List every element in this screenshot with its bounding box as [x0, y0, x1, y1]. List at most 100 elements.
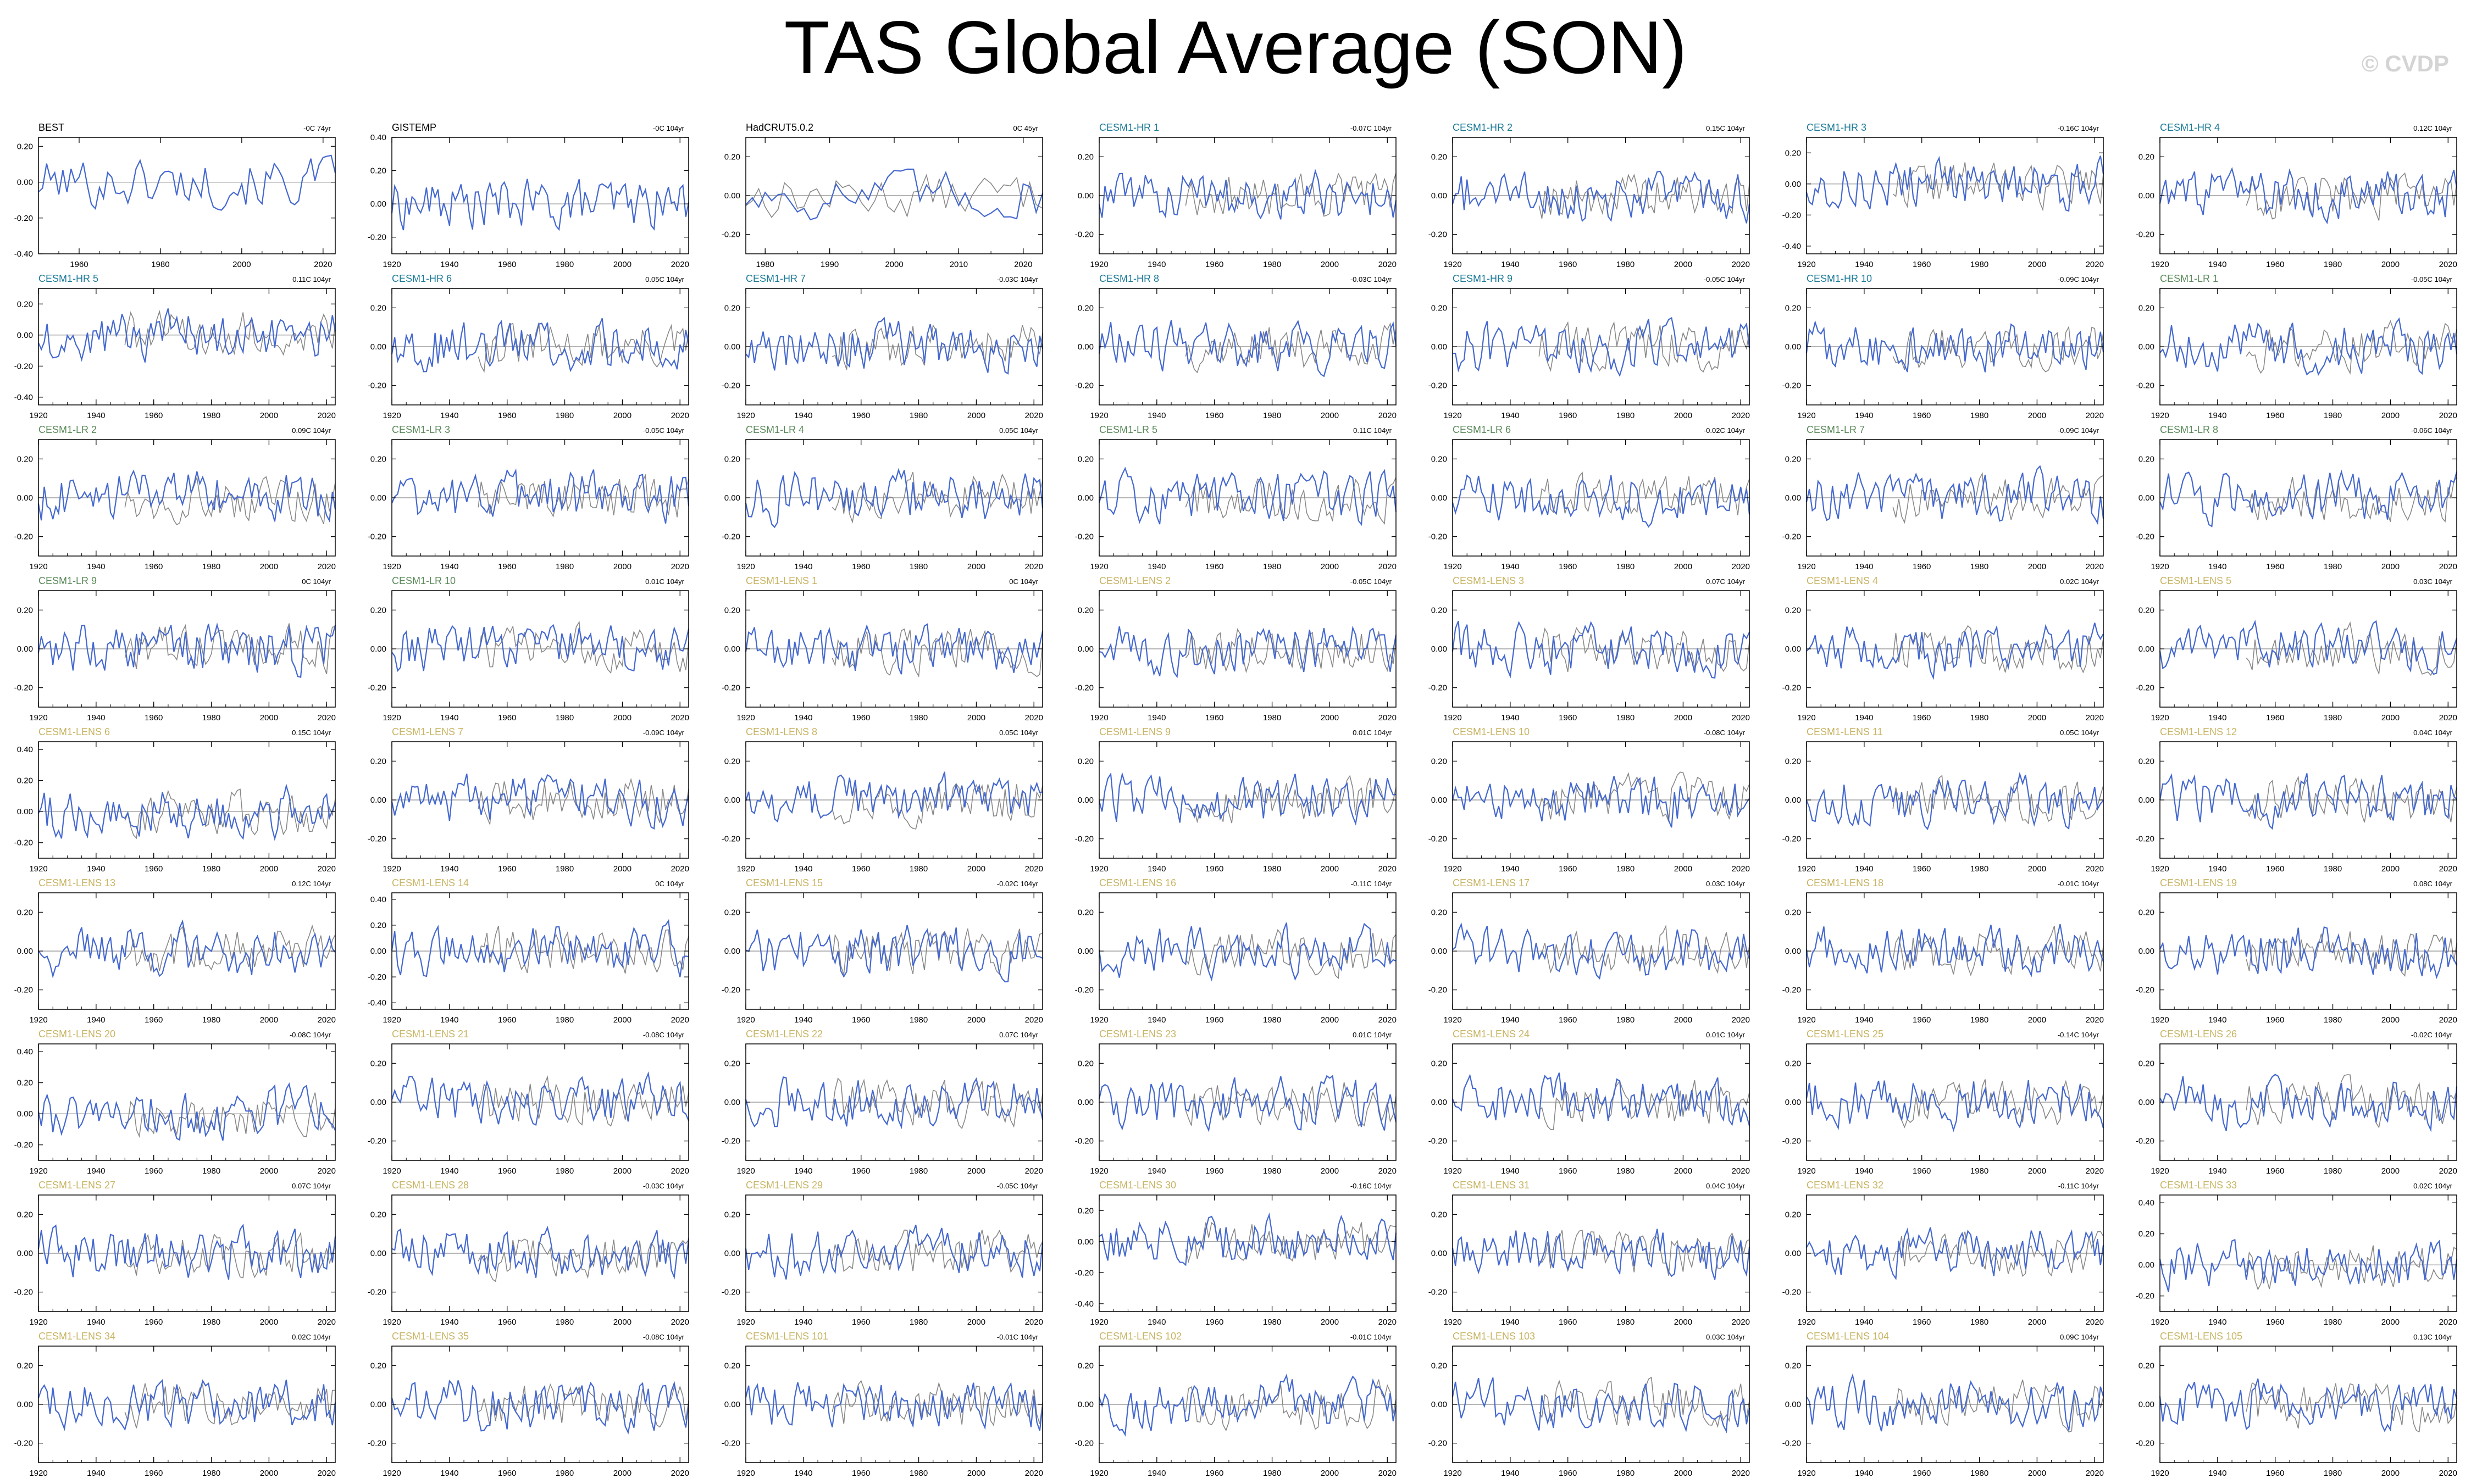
trend-label: -0.05C 104yr [997, 1182, 1039, 1190]
panel: CESM1-LENS 35 -0.08C 104yr 0.20 0.00 -0.20 19… [368, 1331, 690, 1478]
x-tick-label: 1940 [440, 562, 458, 571]
x-tick-label: 2020 [671, 713, 689, 722]
panel-label: CESM1-LENS 28 [392, 1180, 469, 1191]
x-tick-label: 2000 [967, 1166, 985, 1176]
x-tick-label: 1940 [1855, 1469, 1873, 1478]
series-line [1098, 169, 1397, 220]
panel-frame [38, 137, 336, 254]
trend-label: 0.03C 104yr [2413, 577, 2452, 586]
x-tick-label: 1920 [1443, 1469, 1461, 1478]
observed-series-line [2246, 1245, 2457, 1291]
trend-label: 0.12C 104yr [2413, 124, 2452, 132]
x-tick-label: 2020 [1378, 411, 1397, 420]
panel: CESM1-LENS 31 0.04C 104yr 0.20 0.00 -0.20 192… [1428, 1180, 1750, 1327]
series-line [1806, 622, 2104, 680]
y-tick-label: 0.20 [1431, 1210, 1447, 1219]
y-tick-label: 0.20 [1785, 148, 1801, 158]
x-tick-label: 2000 [613, 260, 631, 269]
trend-label: 0.02C 104yr [292, 1333, 331, 1341]
x-tick-label: 1920 [1797, 1469, 1815, 1478]
y-tick-label: -0.20 [722, 1439, 740, 1448]
trend-label: 0.03C 104yr [1706, 880, 1745, 888]
panel: CESM1-LENS 28 -0.03C 104yr 0.20 0.00 -0.20 19… [368, 1180, 690, 1327]
panel-label: CESM1-LENS 26 [2160, 1029, 2237, 1040]
x-tick-label: 1960 [852, 1166, 870, 1176]
page-title: TAS Global Average (SON) [784, 5, 1687, 89]
series-line [1805, 155, 2104, 212]
x-tick-label: 1980 [1970, 562, 1988, 571]
y-tick-label: 0.20 [1431, 757, 1447, 766]
x-tick-label: 2000 [1321, 260, 1339, 269]
x-tick-label: 1980 [556, 411, 574, 420]
x-tick-label: 2000 [2028, 1469, 2046, 1478]
y-tick-label: -0.20 [368, 1439, 386, 1448]
trend-label: -0.06C 104yr [2411, 426, 2453, 435]
x-tick-label: 2020 [671, 562, 689, 571]
x-tick-label: 1940 [1855, 864, 1873, 874]
panel: CESM1-LR 9 0C 104yr 0.20 0.00 -0.20 1920 1940 1… [14, 575, 336, 722]
x-tick-label: 1920 [1797, 411, 1815, 420]
observed-series-line [1185, 1379, 1397, 1432]
series-line [1098, 466, 1397, 526]
series-line [745, 623, 1044, 675]
y-tick-label: 0.20 [724, 1210, 740, 1219]
observed-series-line [124, 309, 336, 356]
y-tick-label: 0.00 [1078, 1098, 1094, 1107]
x-tick-label: 1980 [202, 1015, 220, 1025]
trend-label: -0.09C 104yr [2058, 426, 2099, 435]
x-tick-label: 1920 [2151, 411, 2169, 420]
x-tick-label: 1980 [910, 713, 928, 722]
y-tick-label: 0.00 [1785, 342, 1801, 352]
x-tick-label: 2020 [2439, 713, 2457, 722]
y-tick-label: 0.20 [1431, 1361, 1447, 1370]
x-tick-label: 1960 [498, 864, 516, 874]
y-tick-label: 0.00 [1785, 644, 1801, 654]
x-tick-label: 2020 [318, 1469, 336, 1478]
x-tick-label: 1980 [1970, 1318, 1988, 1327]
panel: CESM1-LENS 24 0.01C 104yr 0.20 0.00 -0.20 192… [1428, 1029, 1750, 1176]
x-tick-label: 1980 [2324, 1015, 2342, 1025]
x-tick-label: 1960 [1559, 411, 1577, 420]
y-tick-label: 0.00 [724, 342, 740, 352]
y-tick-label: 0.20 [17, 1361, 33, 1370]
panel-label: CESM1-LENS 35 [392, 1331, 469, 1342]
x-tick-label: 2020 [671, 864, 689, 874]
x-tick-label: 1940 [440, 1015, 458, 1025]
y-tick-label: 0.00 [1431, 947, 1447, 956]
y-tick-label: 0.00 [1785, 796, 1801, 805]
x-tick-label: 1940 [87, 562, 105, 571]
x-tick-label: 2020 [318, 411, 336, 420]
x-tick-label: 1940 [87, 411, 105, 420]
trend-label: 0C 104yr [1009, 577, 1038, 586]
x-tick-label: 2020 [1378, 713, 1397, 722]
x-tick-label: 2000 [885, 260, 903, 269]
panel: CESM1-LENS 2 -0.05C 104yr 0.20 0.00 -0.20 192… [1075, 575, 1397, 722]
y-tick-label: 0.00 [1785, 493, 1801, 503]
x-tick-label: 2020 [1378, 864, 1397, 874]
x-tick-label: 1920 [383, 562, 401, 571]
x-tick-label: 1960 [1913, 1015, 1931, 1025]
y-tick-label: 0.20 [370, 1059, 386, 1068]
panel: CESM1-LENS 29 -0.05C 104yr 0.20 0.00 -0.20 19… [722, 1180, 1044, 1327]
panel: CESM1-LENS 14 0C 104yr 0.40 0.20 0.00 -0.20 -0… [368, 877, 689, 1025]
trend-label: 0.07C 104yr [999, 1031, 1038, 1039]
panel-label: CESM1-HR 3 [1807, 122, 1866, 133]
x-tick-label: 2000 [260, 562, 278, 571]
x-tick-label: 2010 [950, 260, 968, 269]
x-tick-label: 1920 [1443, 1015, 1461, 1025]
y-tick-label: 0.20 [2138, 454, 2154, 464]
x-tick-label: 1940 [1501, 864, 1519, 874]
series-line [391, 1071, 690, 1126]
x-tick-label: 1960 [498, 713, 516, 722]
observed-series-line [832, 628, 1043, 678]
series-line [38, 919, 336, 979]
x-tick-label: 1980 [1970, 1469, 1988, 1478]
panel: CESM1-HR 9 -0.05C 104yr 0.20 0.00 -0.20 1920 1… [1428, 273, 1750, 420]
x-tick-label: 1960 [498, 1166, 516, 1176]
x-tick-label: 2020 [2439, 1015, 2457, 1025]
series-line [391, 774, 690, 830]
observed-series-line [832, 783, 1043, 830]
series-line [38, 783, 336, 841]
series-line [1451, 474, 1750, 528]
panel-label: CESM1-LENS 1 [746, 575, 817, 586]
